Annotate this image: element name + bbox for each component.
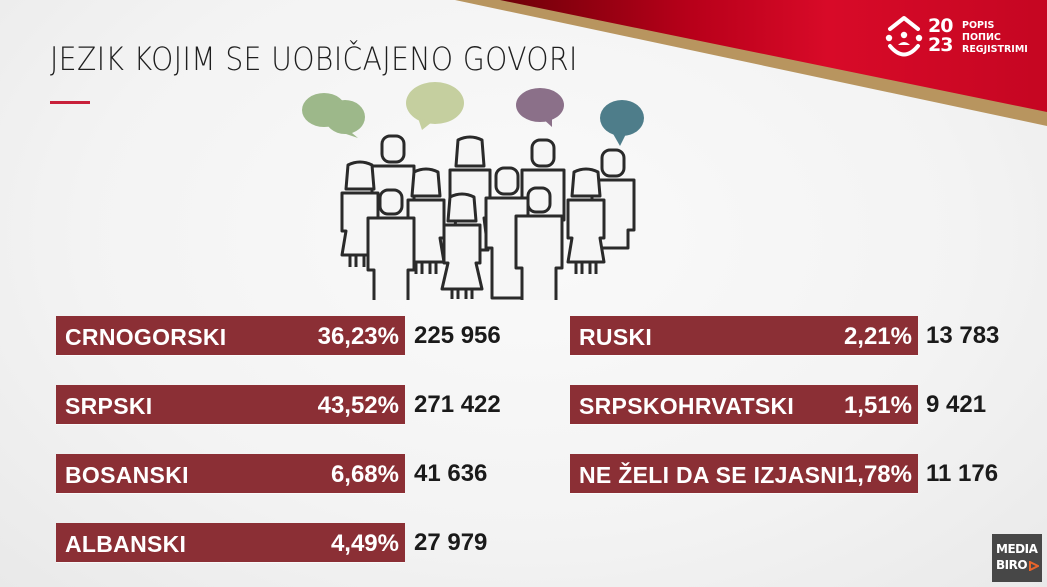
language-name: CRNOGORSKI [65, 323, 227, 350]
language-name: BOSANSKI [65, 461, 189, 488]
logo-words: POPIS ПОПИС REGJISTRIMI [962, 20, 1028, 56]
page-title: JEZIK KOJIM SE UOBIČAJENO GOVORI [50, 40, 578, 78]
logo-line-3: REGJISTRIMI [962, 44, 1028, 55]
language-bar-crnogorski: CRNOGORSKI 36,23% [56, 316, 405, 355]
language-name: NE ŽELI DA SE IZJASNI [579, 461, 844, 488]
play-triangle-icon [1029, 561, 1039, 571]
language-bar-albanski: ALBANSKI 4,49% [56, 523, 405, 562]
house-smile-icon [885, 16, 923, 57]
language-name: ALBANSKI [65, 530, 187, 557]
language-name: SRPSKOHRVATSKI [579, 392, 795, 419]
logo-line-2: ПОПИС [962, 32, 1001, 43]
language-count: 27 979 [414, 529, 488, 556]
speech-bubble-lightgreen-icon [406, 82, 464, 130]
language-name: RUSKI [579, 323, 653, 350]
language-count: 11 176 [926, 460, 999, 487]
logo-year-bottom: 23 [928, 34, 953, 56]
speech-bubble-green-icon [302, 93, 365, 138]
logo-year: 20 23 [928, 15, 953, 56]
language-count: 225 956 [414, 322, 501, 349]
language-bar-srpskohrvatski: SRPSKOHRVATSKI 1,51% [570, 385, 918, 424]
language-count: 9 421 [926, 391, 987, 418]
language-bar-ne-zeli-da-se-izjasni: NE ŽELI DA SE IZJASNI 1,78% [570, 454, 918, 493]
language-percent: 36,23% [317, 322, 399, 350]
language-percent: 6,68% [330, 460, 399, 488]
watermark-line-1: MEDIA [996, 542, 1038, 556]
language-bar-ruski: RUSKI 2,21% [570, 316, 918, 355]
language-percent: 43,52% [317, 391, 399, 419]
language-percent: 4,49% [330, 529, 399, 557]
language-bar-srpski: SRPSKI 43,52% [56, 385, 405, 424]
people-group [340, 134, 636, 300]
language-count: 13 783 [926, 322, 1000, 349]
people-speech-bubbles-icon [302, 82, 644, 300]
logo-year-top: 20 [928, 15, 953, 37]
title-underline [50, 101, 90, 104]
watermark-line-2: BIRO [996, 558, 1028, 572]
language-name: SRPSKI [65, 392, 153, 419]
language-percent: 2,21% [843, 322, 912, 350]
language-percent: 1,78% [843, 460, 912, 488]
language-count: 41 636 [414, 460, 488, 487]
speech-bubble-teal-icon [600, 100, 644, 146]
speech-bubble-purple-icon [516, 88, 564, 127]
media-biro-watermark: MEDIA BIRO [992, 534, 1042, 582]
logo-line-1: POPIS [962, 20, 995, 31]
language-count: 271 422 [414, 391, 501, 418]
popis-2023-logo: 20 23 POPIS ПОПИС REGJISTRIMI [884, 15, 1034, 61]
language-bar-bosanski: BOSANSKI 6,68% [56, 454, 405, 493]
language-percent: 1,51% [843, 391, 912, 419]
